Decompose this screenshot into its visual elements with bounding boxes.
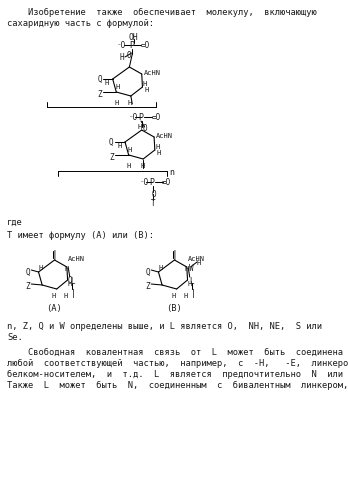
- Text: n: n: [169, 168, 174, 177]
- Text: H: H: [117, 143, 121, 149]
- Text: H: H: [156, 150, 161, 156]
- Text: Z: Z: [25, 282, 30, 291]
- Text: Также  L  может  быть  N,  соединенным  с  бивалентным  линкером,: Также L может быть N, соединенным с бива…: [7, 381, 348, 390]
- Text: Z: Z: [97, 90, 102, 99]
- Text: белком-носителем,  и  т.д.  L  является  предпочтительно  N  или  O.: белком-носителем, и т.д. L является пред…: [7, 370, 348, 379]
- Text: H: H: [188, 281, 192, 287]
- Text: (B): (B): [166, 304, 181, 313]
- Text: H: H: [142, 81, 147, 87]
- Text: Изобретение  также  обеспечивает  молекулу,  включающую: Изобретение также обеспечивает молекулу,…: [7, 8, 317, 17]
- Text: H: H: [137, 124, 142, 130]
- Text: |: |: [190, 289, 196, 298]
- Text: H: H: [172, 293, 176, 299]
- Text: Q: Q: [145, 268, 150, 277]
- Text: сахаридную часть с формулой:: сахаридную часть с формулой:: [7, 19, 154, 28]
- Text: любой  соответствующей  частью,  например,  с  -H,   -E,  линкером,: любой соответствующей частью, например, …: [7, 359, 348, 368]
- Text: OH: OH: [129, 33, 139, 42]
- Text: H: H: [116, 84, 120, 90]
- Text: Q: Q: [109, 138, 114, 147]
- Text: H: H: [158, 265, 163, 271]
- Text: H: H: [183, 293, 188, 299]
- Text: Q: Q: [97, 75, 102, 84]
- Text: H: H: [114, 100, 118, 106]
- Text: AcHN: AcHN: [188, 256, 205, 262]
- Text: H: H: [128, 100, 132, 106]
- Text: H: H: [120, 53, 125, 62]
- Text: n, Z, Q и W определены выше, и L является O,  NH, NE,  S или: n, Z, Q и W определены выше, и L являетс…: [7, 322, 322, 331]
- Text: W: W: [189, 264, 193, 273]
- Text: H: H: [197, 260, 201, 266]
- Text: ⁻O: ⁻O: [129, 113, 138, 122]
- Text: H: H: [52, 293, 56, 299]
- Text: =O: =O: [162, 178, 171, 187]
- Text: Z: Z: [145, 282, 150, 291]
- Text: P: P: [139, 113, 143, 122]
- Text: AcHN: AcHN: [144, 70, 161, 76]
- Text: Z: Z: [109, 153, 114, 162]
- Text: O: O: [142, 124, 147, 133]
- Text: AcHN: AcHN: [68, 256, 85, 262]
- Text: |: |: [52, 249, 57, 260]
- Text: O: O: [151, 190, 156, 199]
- Text: O: O: [68, 276, 72, 285]
- Text: L: L: [190, 277, 194, 286]
- Text: H: H: [145, 87, 149, 93]
- Text: H: H: [68, 281, 72, 287]
- Text: O: O: [126, 51, 131, 60]
- Text: H: H: [39, 265, 43, 271]
- Text: H: H: [127, 147, 132, 153]
- Text: H: H: [126, 163, 131, 169]
- Text: H: H: [105, 80, 109, 86]
- Text: H: H: [185, 266, 189, 272]
- Text: Se.: Se.: [7, 333, 23, 342]
- Text: L: L: [70, 277, 74, 286]
- Text: AcHN: AcHN: [156, 133, 173, 139]
- Text: H: H: [156, 144, 160, 150]
- Text: T: T: [151, 199, 156, 208]
- Text: Т имеет формулу (A) или (B):: Т имеет формулу (A) или (B):: [7, 231, 154, 240]
- Text: =O: =O: [140, 41, 150, 50]
- Text: Свободная  ковалентная  связь  от  L  может  быть  соединена  с: Свободная ковалентная связь от L может б…: [7, 348, 348, 357]
- Text: |: |: [172, 249, 177, 260]
- Text: Q: Q: [25, 268, 30, 277]
- Text: =O: =O: [151, 113, 160, 122]
- Text: ⁻O: ⁻O: [140, 178, 149, 187]
- Text: |: |: [71, 289, 76, 298]
- Text: P: P: [149, 178, 155, 187]
- Text: P: P: [129, 41, 134, 50]
- Text: H: H: [63, 293, 68, 299]
- Text: ⁻O: ⁻O: [117, 41, 126, 50]
- Text: H: H: [140, 163, 145, 169]
- Text: (A): (A): [46, 304, 62, 313]
- Text: H: H: [65, 266, 69, 272]
- Text: где: где: [7, 218, 23, 227]
